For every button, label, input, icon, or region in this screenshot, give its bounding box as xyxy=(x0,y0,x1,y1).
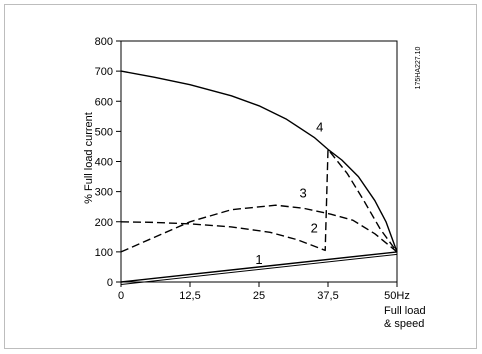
x-axis-label-line2: & speed xyxy=(384,318,424,330)
x-axis-ticks: 0 12,5 25 37,5 50Hz xyxy=(118,282,410,302)
series-line-4 xyxy=(120,70,398,253)
series-layer xyxy=(120,70,398,285)
plot-area xyxy=(120,40,398,283)
x-tick-label: 0 xyxy=(118,290,124,302)
series-line-3 xyxy=(120,204,398,253)
y-tick-label: 600 xyxy=(95,96,113,108)
curve-label-3: 3 xyxy=(300,186,307,201)
y-tick-label: 700 xyxy=(95,66,113,78)
series-line-2 xyxy=(120,148,398,253)
series-line-1 xyxy=(120,251,398,283)
x-tick-label: 25 xyxy=(253,290,265,302)
series-line-1-underline xyxy=(120,253,398,285)
y-axis-ticks: 0 100 200 300 400 500 600 700 800 xyxy=(95,36,121,289)
curve-label-1: 1 xyxy=(255,252,262,267)
axes xyxy=(120,40,398,283)
y-tick-label: 800 xyxy=(95,36,113,48)
chart-frame xyxy=(4,4,477,349)
x-tick-label: 12,5 xyxy=(179,290,200,302)
y-axis-label: % Full load current xyxy=(83,112,95,204)
y-tick-label: 0 xyxy=(107,277,113,289)
y-tick-label: 200 xyxy=(95,217,113,229)
y-tick-label: 400 xyxy=(95,157,113,169)
x-axis-label-line1: Full load xyxy=(384,305,426,317)
curve-labels: 1 2 3 4 xyxy=(255,119,323,267)
x-tick-label: 50Hz xyxy=(384,290,410,302)
y-tick-label: 300 xyxy=(95,187,113,199)
x-tick-label: 37,5 xyxy=(317,290,338,302)
figure-code: 175HA227.10 xyxy=(415,46,422,89)
curve-label-2: 2 xyxy=(311,220,318,235)
curve-label-4: 4 xyxy=(316,119,323,134)
y-tick-label: 100 xyxy=(95,247,113,259)
y-tick-label: 500 xyxy=(95,126,113,138)
